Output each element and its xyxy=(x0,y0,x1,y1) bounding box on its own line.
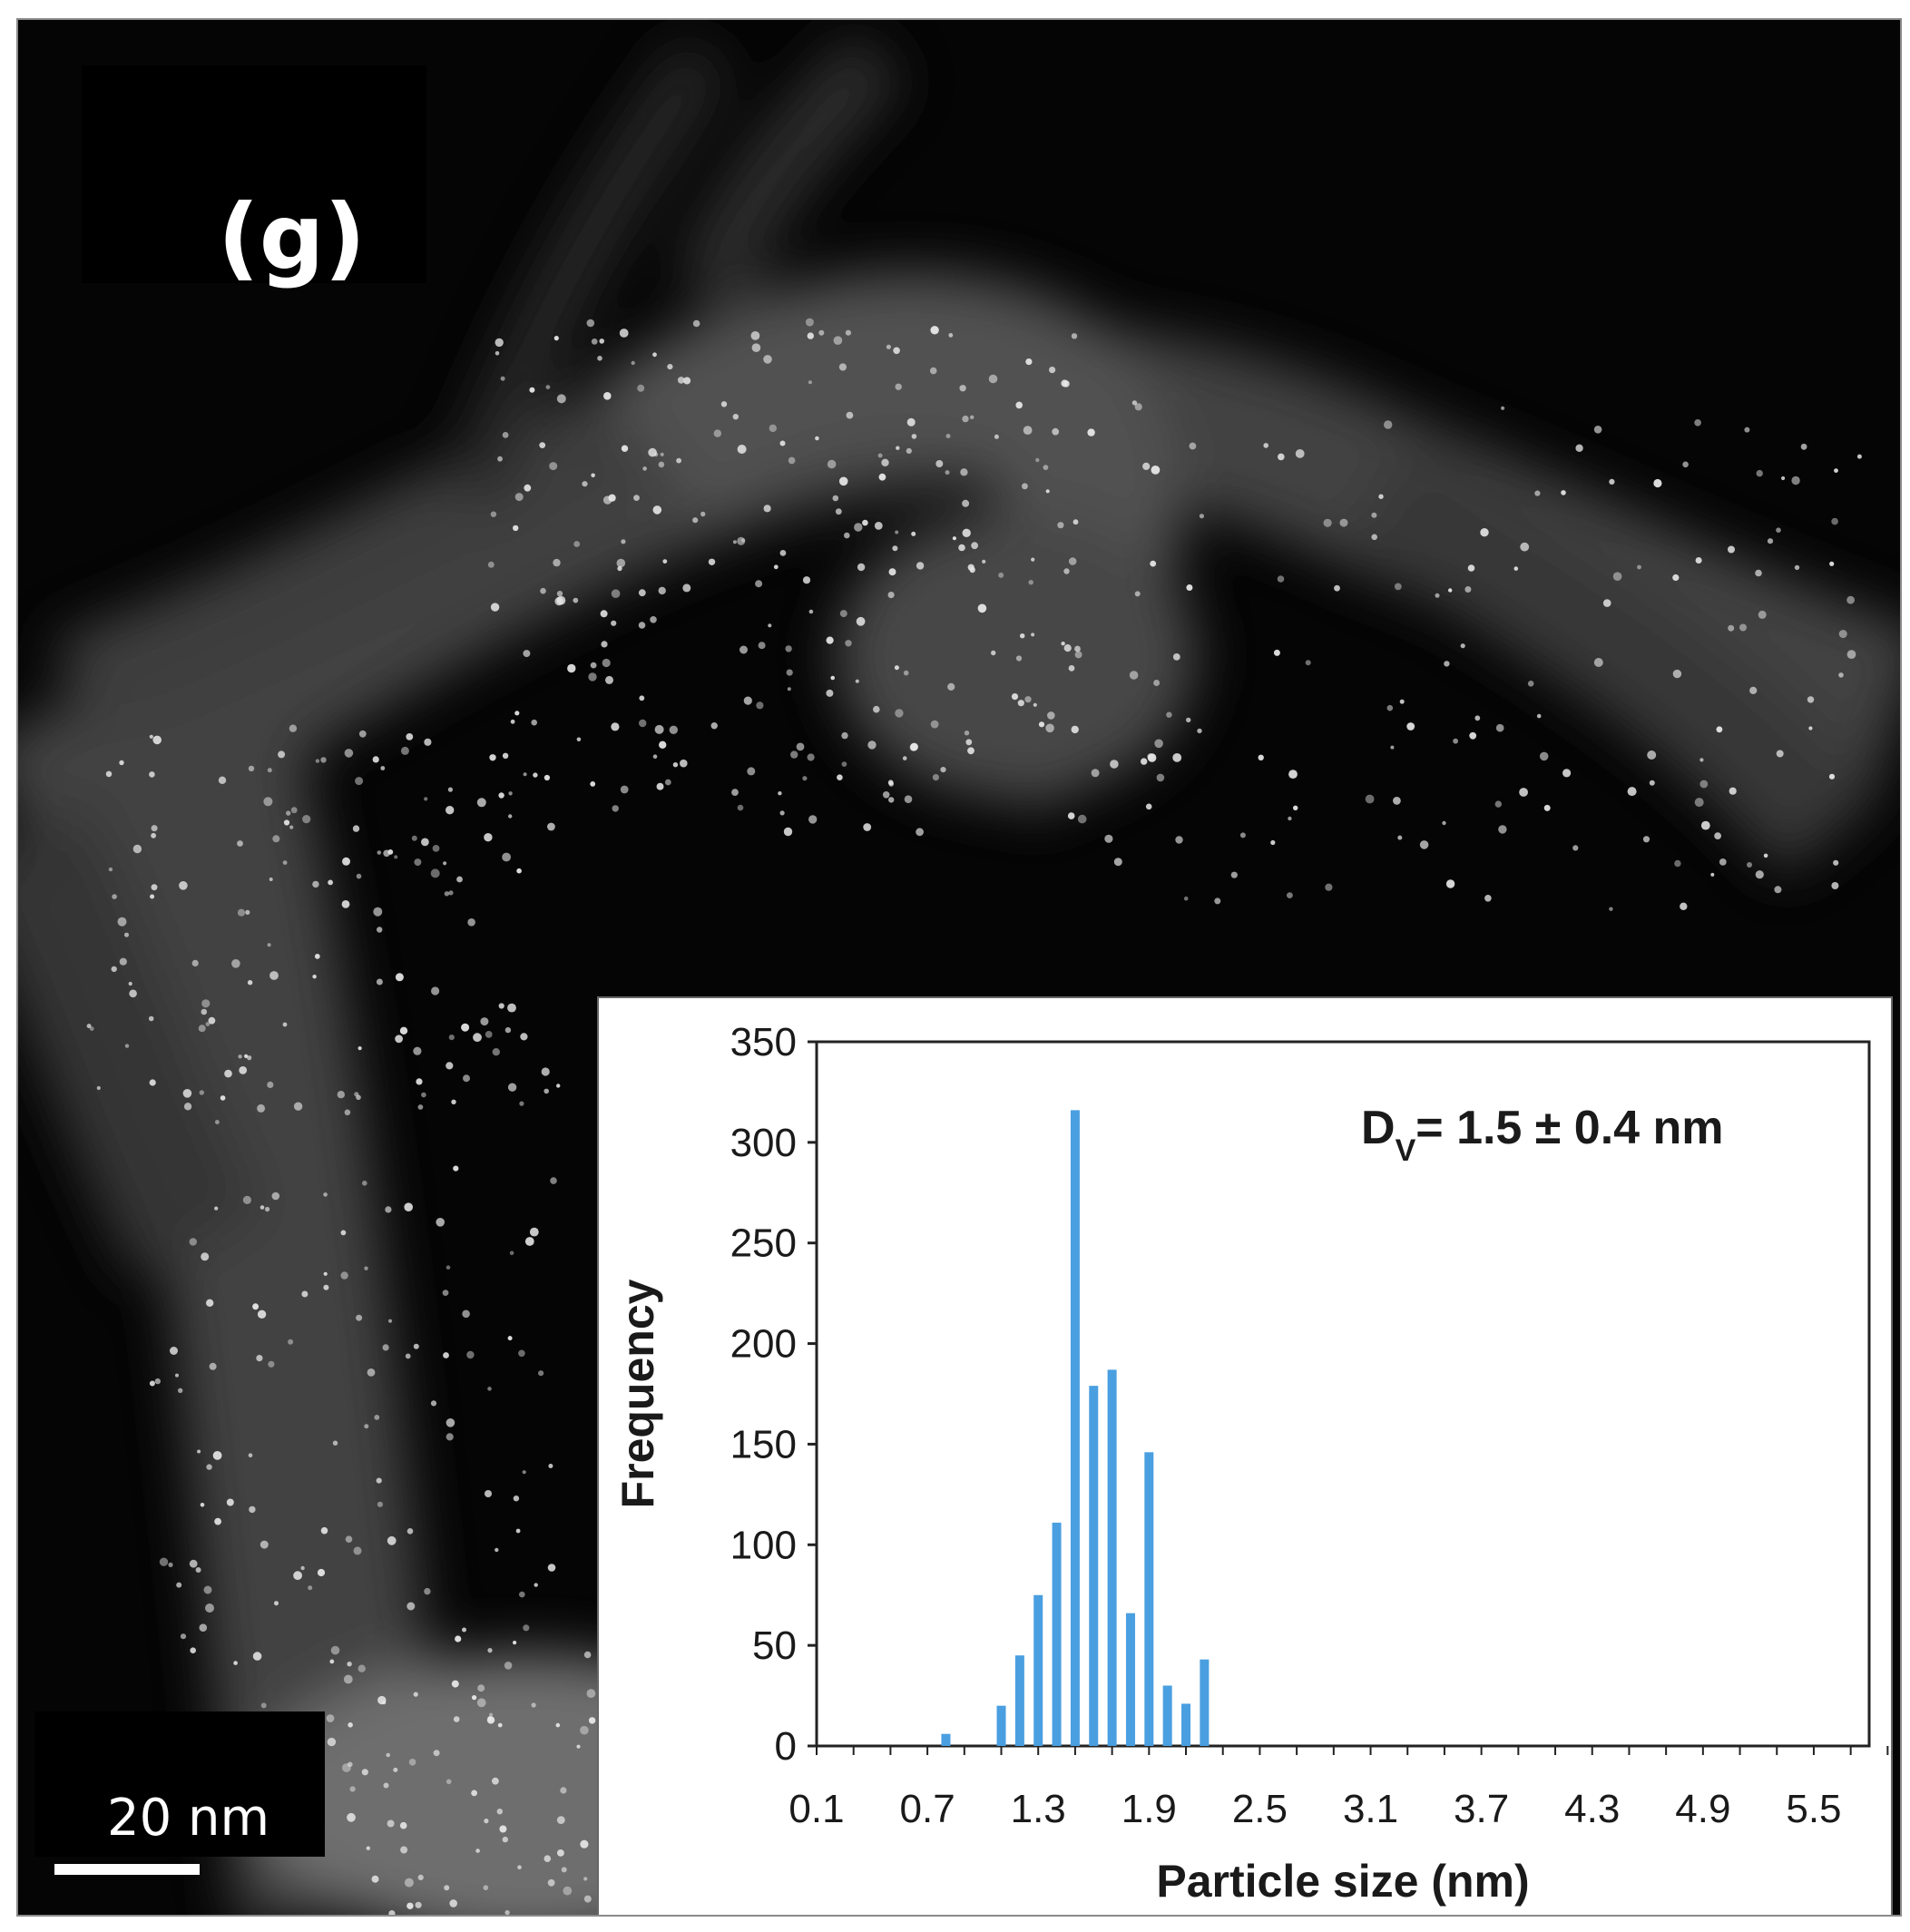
histogram-bar xyxy=(1181,1703,1191,1746)
y-tick-label: 50 xyxy=(752,1623,797,1668)
x-tick-label: 1.9 xyxy=(1122,1787,1177,1831)
size-annotation: DV= 1.5 ± 0.4 nm xyxy=(1361,1102,1724,1168)
histogram-bar xyxy=(1125,1613,1135,1746)
histogram-bar xyxy=(1014,1655,1024,1746)
y-tick-label: 150 xyxy=(730,1422,797,1466)
scale-bar-box: 20 nm xyxy=(34,1711,325,1857)
histogram-bar xyxy=(941,1733,951,1746)
particle-size-histogram: 0 50 100 150 200 250 300 350 0.1 0.7 1.3 1.9 2.5 3.1… xyxy=(612,1020,1889,1907)
stem-micrograph: (g) 20 nm 0 50 100 150 200 250 300 350 0.1 0.7 1.… xyxy=(16,18,1902,1917)
histogram-bar xyxy=(1089,1386,1099,1746)
y-tick-label: 100 xyxy=(730,1523,797,1567)
histogram-bar xyxy=(1033,1594,1043,1746)
scale-bar-label: 20 nm xyxy=(107,1789,270,1848)
x-tick-label: 5.5 xyxy=(1786,1787,1841,1831)
x-axis-title: Particle size (nm) xyxy=(1156,1856,1529,1907)
y-axis-ticks: 0 50 100 150 200 250 300 350 xyxy=(730,1020,817,1769)
panel-label: (g) xyxy=(218,184,366,290)
histogram-bar xyxy=(1107,1369,1117,1746)
x-tick-label: 2.5 xyxy=(1232,1787,1288,1831)
y-tick-label: 350 xyxy=(730,1020,797,1064)
histogram-bar xyxy=(1070,1110,1080,1746)
histogram-inset: 0 50 100 150 200 250 300 350 0.1 0.7 1.3 1.9 2.5 3.1… xyxy=(597,996,1893,1915)
x-tick-label: 3.1 xyxy=(1343,1787,1398,1831)
x-tick-label: 3.7 xyxy=(1454,1787,1509,1831)
x-tick-label: 4.9 xyxy=(1675,1787,1730,1831)
y-tick-label: 250 xyxy=(730,1221,797,1266)
nanoparticle-dots xyxy=(86,318,1862,1915)
micrograph-texture xyxy=(18,30,1900,1915)
y-tick-label: 0 xyxy=(775,1724,797,1769)
x-tick-label: 4.3 xyxy=(1564,1787,1620,1831)
bars-group xyxy=(941,1110,1210,1746)
histogram-bar xyxy=(996,1705,1006,1746)
x-tick-label: 1.3 xyxy=(1011,1787,1066,1831)
y-axis-title: Frequency xyxy=(612,1279,663,1508)
histogram-bar xyxy=(1200,1659,1210,1746)
panel-label-box: (g) xyxy=(82,65,426,283)
histogram-bar xyxy=(1144,1452,1154,1746)
x-tick-label: 0.7 xyxy=(900,1787,955,1831)
y-tick-label: 300 xyxy=(730,1121,797,1165)
histogram-bar xyxy=(1052,1522,1062,1746)
y-tick-label: 200 xyxy=(730,1322,797,1367)
x-axis-ticks: 0.1 0.7 1.3 1.9 2.5 3.1 3.7 4.3 4.9 5.5 xyxy=(788,1746,1889,1831)
x-tick-label: 0.1 xyxy=(788,1787,844,1831)
plot-area-frame xyxy=(815,1040,1871,1748)
histogram-bar xyxy=(1162,1685,1172,1746)
scale-bar xyxy=(54,1864,200,1875)
